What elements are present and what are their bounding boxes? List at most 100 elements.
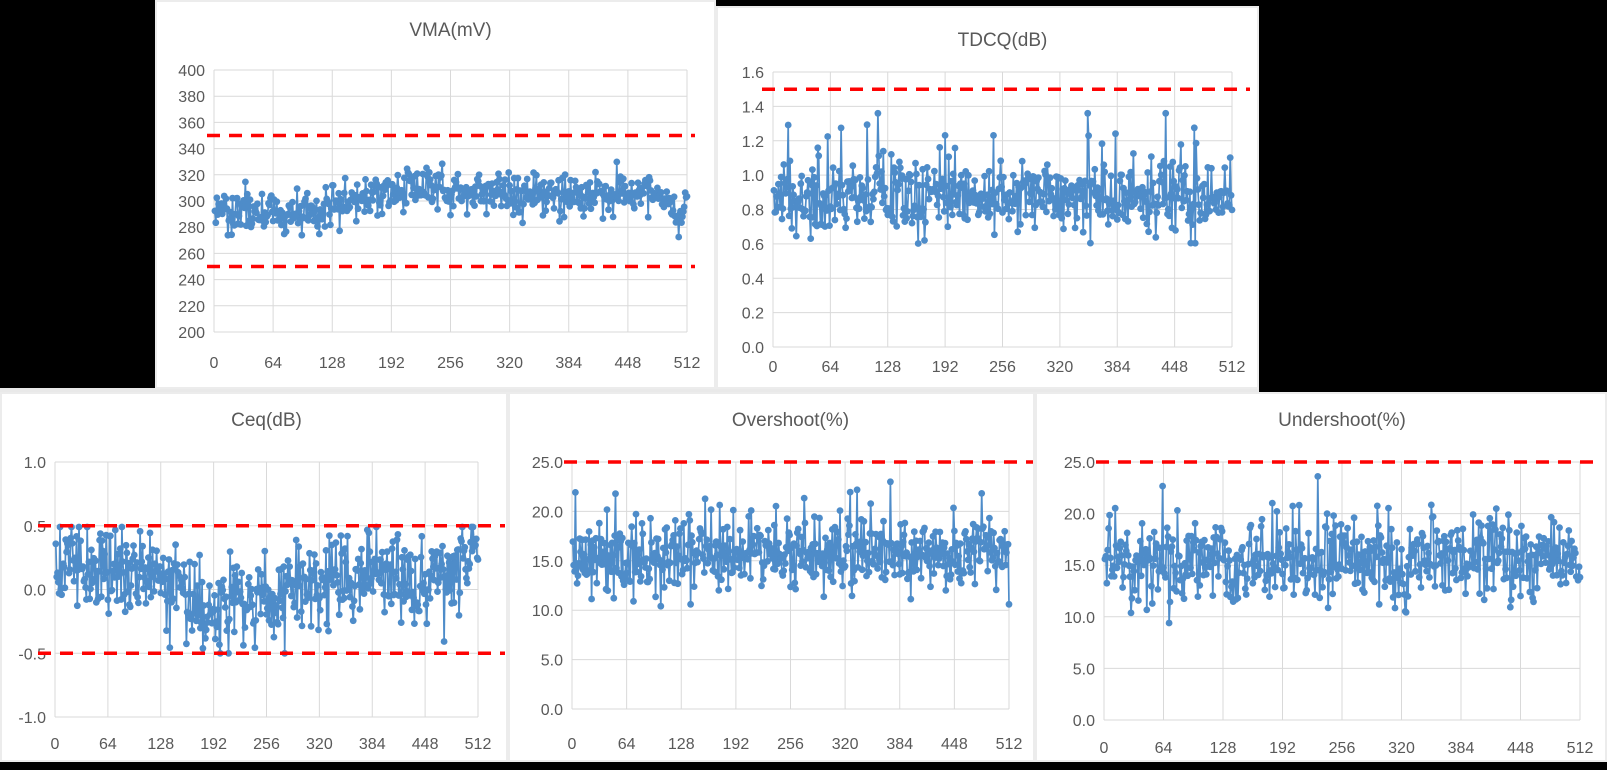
x-tick-label: 128 [668,736,695,753]
y-tick-label: 0.5 [24,519,46,536]
y-tick-label: 0.0 [1073,713,1095,730]
x-tick-label: 448 [941,736,968,753]
y-tick-label: 0.4 [742,271,764,288]
y-tick-label: 1.6 [742,65,764,82]
x-tick-label: 384 [1104,359,1131,376]
axis-tick-labels: 0 64 128 192 256 320 384 448 512 200 220 240 260 280 3… [178,63,700,372]
y-tick-label: 1.4 [742,99,764,116]
x-tick-label: 192 [1269,740,1296,757]
x-tick-label: 64 [618,736,636,753]
axis-tick-labels: 0 64 128 192 256 320 384 448 512 0.0 0.2 0.4 0.6 0.8 1… [742,65,1246,376]
x-tick-label: 256 [1329,740,1356,757]
y-tick-label: 200 [178,325,205,342]
axis-tick-labels: 0 64 128 192 256 320 384 448 512 0.0 5.0 10.0 15.0 20… [1064,455,1594,757]
y-tick-label: 340 [178,142,205,159]
y-tick-label: 10.0 [1064,610,1095,627]
chart-panel-undershoot: Undershoot(%) 0 64 128 192 256 320 384 448 512 0.… [1035,392,1607,762]
axis-tick-labels: 0 64 128 192 256 320 384 448 512 0.0 5.0 10.0 15.0 20… [532,455,1023,753]
x-tick-label: 256 [989,359,1016,376]
x-tick-label: 320 [306,736,333,753]
chart-title-ceq: Ceq(dB) [231,410,302,431]
x-tick-label: 0 [769,359,778,376]
x-tick-label: 512 [996,736,1023,753]
data-series-vma [211,158,691,241]
chart-panel-vma: VMA(mV) 0 64 128 192 256 320 384 448 512 200 220 24… [155,0,716,389]
y-tick-label: 360 [178,115,205,132]
row-divider [0,388,1259,394]
x-tick-label: 384 [1448,740,1475,757]
y-tick-label: 320 [178,168,205,185]
data-series-undershoot [1101,473,1584,627]
chart-plot-tdcq: 0 64 128 192 256 320 384 448 512 0.0 0.2 0.4 0.6 0.8 1… [742,65,1250,376]
y-tick-label: 280 [178,220,205,237]
x-tick-label: 128 [874,359,901,376]
data-series-overshoot [569,478,1013,610]
y-tick-label: 5.0 [541,653,563,670]
y-tick-label: 220 [178,299,205,316]
x-tick-label: 384 [555,355,582,372]
y-tick-label: 300 [178,194,205,211]
x-tick-label: 448 [412,736,439,753]
data-series-tdcq [770,109,1236,247]
chart-plot-overshoot: 0 64 128 192 256 320 384 448 512 0.0 5.0 10.0 15.0 20… [532,455,1033,753]
y-tick-label: 1.0 [24,455,46,472]
x-tick-label: 0 [568,736,577,753]
y-tick-label: 400 [178,63,205,80]
y-tick-label: -0.5 [18,646,46,663]
y-tick-label: 10.0 [532,603,563,620]
x-tick-label: 320 [496,355,523,372]
x-tick-label: 320 [1388,740,1415,757]
x-tick-label: 128 [147,736,174,753]
limit-lines [207,133,695,269]
x-tick-label: 0 [210,355,219,372]
x-tick-label: 64 [1155,740,1173,757]
x-tick-label: 512 [674,355,701,372]
x-tick-label: 192 [932,359,959,376]
x-tick-label: 512 [1567,740,1594,757]
x-tick-label: 192 [200,736,227,753]
y-tick-label: 1.0 [742,168,764,185]
gridlines [213,69,688,333]
x-tick-label: 256 [437,355,464,372]
y-tick-label: 0.0 [24,583,46,600]
y-tick-label: 15.0 [532,554,563,571]
x-tick-label: 256 [253,736,280,753]
x-tick-label: 448 [1161,359,1188,376]
chart-title-vma: VMA(mV) [409,20,492,41]
x-tick-label: 512 [465,736,492,753]
y-tick-label: 20.0 [532,504,563,521]
x-tick-label: 192 [378,355,405,372]
chart-plot-undershoot: 0 64 128 192 256 320 384 448 512 0.0 5.0 10.0 15.0 20… [1064,455,1595,757]
y-tick-label: 260 [178,246,205,263]
x-tick-label: 320 [832,736,859,753]
y-tick-label: 25.0 [1064,455,1095,472]
x-tick-label: 448 [615,355,642,372]
y-tick-label: -1.0 [18,710,46,727]
y-tick-label: 1.2 [742,134,764,151]
x-tick-label: 64 [99,736,117,753]
y-tick-label: 20.0 [1064,507,1095,524]
chart-panel-ceq: Ceq(dB) 0 64 128 192 256 320 384 448 512 -1.0 -0.5… [0,392,508,762]
y-tick-label: 0.6 [742,237,764,254]
axis-tick-labels: 0 64 128 192 256 320 384 448 512 -1.0 -0.5 0.0 0.5 1.… [18,455,491,753]
x-tick-label: 384 [359,736,386,753]
x-tick-label: 448 [1507,740,1534,757]
y-tick-label: 25.0 [532,455,563,472]
x-tick-label: 64 [264,355,282,372]
y-tick-label: 5.0 [1073,661,1095,678]
chart-plot-vma: 0 64 128 192 256 320 384 448 512 200 220 240 260 280 3… [178,63,700,372]
chart-title-undershoot: Undershoot(%) [1278,410,1406,431]
limit-lines [38,524,505,655]
x-tick-label: 0 [1100,740,1109,757]
x-tick-label: 384 [886,736,913,753]
y-tick-label: 0.2 [742,306,764,323]
chart-plot-ceq: 0 64 128 192 256 320 384 448 512 -1.0 -0.5 0.0 0.5 1.… [18,455,505,753]
x-tick-label: 192 [723,736,750,753]
x-tick-label: 256 [777,736,804,753]
x-tick-label: 128 [1210,740,1237,757]
y-tick-label: 0.0 [742,340,764,357]
chart-panel-tdcq: TDCQ(dB) 0 64 128 192 256 320 384 448 512 0.0 0.2 0… [716,6,1259,389]
x-tick-label: 512 [1219,359,1246,376]
x-tick-label: 0 [51,736,60,753]
